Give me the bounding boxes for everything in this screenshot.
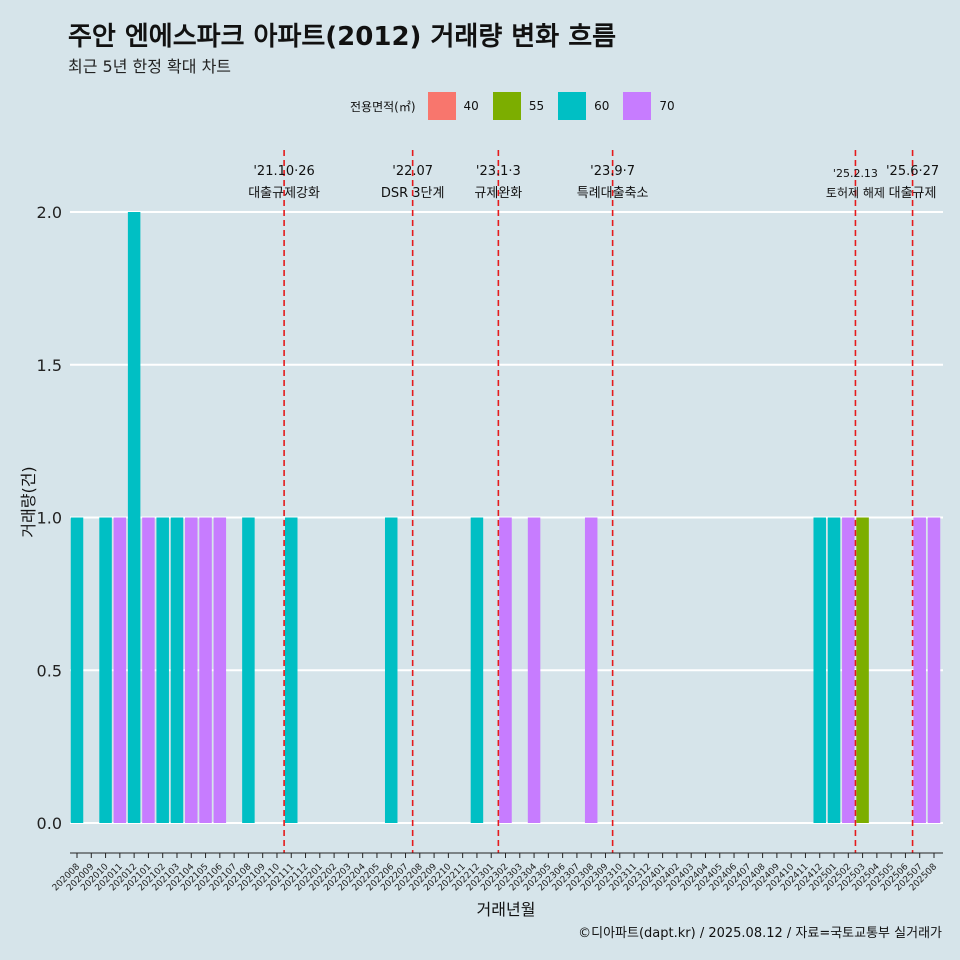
legend-item-60: 60	[558, 92, 609, 120]
bar-202008	[70, 517, 84, 823]
chart-title: 주안 엔에스파크 아파트(2012) 거래량 변화 흐름	[68, 22, 617, 52]
legend-label-40: 40	[463, 99, 479, 113]
bar-202102	[156, 517, 169, 823]
legend-item-40: 40	[427, 92, 479, 120]
event-date-label: '22.07	[392, 164, 433, 179]
bar-202104	[185, 517, 198, 823]
bar-202212	[470, 517, 484, 823]
bar-202101	[142, 517, 155, 823]
bar-202412	[813, 517, 826, 823]
bar-202108	[242, 517, 255, 823]
legend-label-55: 55	[528, 99, 545, 113]
bar-202103	[170, 517, 184, 823]
event-label: 규제완화	[474, 186, 522, 201]
bar-202010	[99, 517, 112, 823]
event-date-label: '23.1·3	[476, 164, 521, 179]
bar-202106	[213, 517, 227, 823]
legend-swatch-60	[558, 92, 587, 120]
y-tick-label: 1.5	[37, 356, 62, 375]
x-axis-title: 거래년월	[477, 900, 536, 919]
event-label: 토허제 해제	[826, 186, 885, 200]
event-label: 대출규제	[889, 186, 937, 201]
event-label: 특례대출축소	[577, 186, 649, 201]
event-date-label: '25.2.13	[833, 167, 878, 180]
bar-202105	[199, 517, 212, 823]
event-date-label: '21.10·26	[253, 164, 314, 179]
legend-label-60: 60	[594, 99, 610, 113]
bar-202502	[842, 517, 855, 823]
legend-swatch-70	[623, 92, 652, 120]
source-caption: ©디아파트(dapt.kr) / 2025.08.12 / 자료=국토교통부 실…	[578, 926, 942, 941]
y-tick-label: 2.0	[37, 203, 62, 222]
legend-swatch-40	[427, 92, 456, 120]
bar-202302	[499, 517, 512, 823]
bar-202508	[927, 517, 941, 823]
bar-202111	[285, 517, 298, 823]
y-tick-label: 0.0	[37, 814, 62, 833]
bar-202507	[913, 517, 926, 823]
bar-202501	[827, 517, 841, 823]
legend-item-70: 70	[623, 92, 675, 120]
event-label: 대출규제강화	[248, 186, 320, 201]
bar-202304	[527, 517, 541, 823]
bar-202503	[856, 517, 869, 823]
legend-item-55: 55	[492, 92, 545, 120]
event-label: DSR 3단계	[381, 186, 445, 201]
y-axis-title: 거래량(건)	[19, 466, 38, 537]
legend: 전용면적(㎡) 40 55 60 70	[350, 92, 683, 120]
bar-202206	[384, 517, 398, 823]
bar-202011	[113, 517, 127, 823]
legend-label-70: 70	[659, 99, 675, 113]
legend-swatch-55	[492, 92, 521, 120]
event-date-label: '23.9·7	[590, 164, 635, 179]
bar-202012	[127, 212, 141, 823]
y-tick-label: 1.0	[37, 509, 62, 528]
legend-title: 전용면적(㎡)	[350, 99, 416, 114]
event-date-label: '25.6·27	[886, 164, 939, 179]
chart-subtitle: 최근 5년 한정 확대 차트	[68, 57, 232, 76]
y-tick-label: 0.5	[37, 661, 62, 680]
bar-202308	[584, 517, 598, 823]
